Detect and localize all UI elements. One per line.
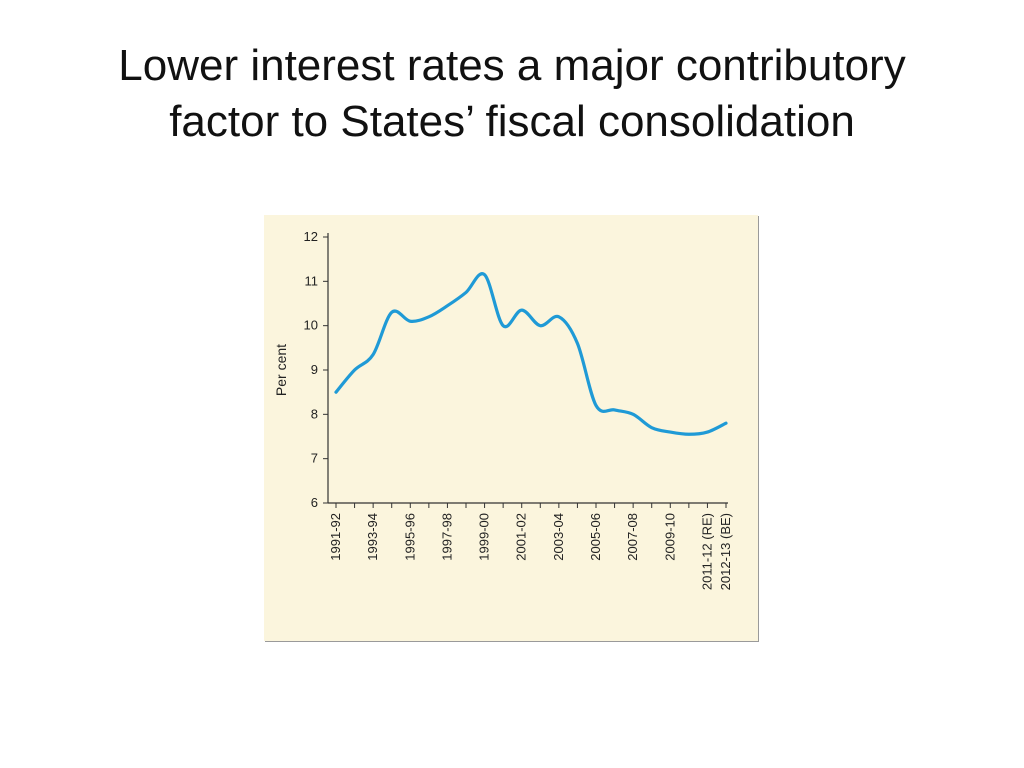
series-line xyxy=(334,272,728,436)
x-tick-label: 1999-00 xyxy=(477,513,492,561)
y-tick-label: 9 xyxy=(311,362,318,377)
y-tick-label: 12 xyxy=(304,229,318,244)
interest-rate-line-chart: Per cent 6 7 8 9 10 11 12 1991-92 1993-94 1995-96… xyxy=(273,229,733,590)
y-tick-label: 6 xyxy=(311,495,318,510)
x-tick-label: 1993-94 xyxy=(365,513,380,561)
y-tick-label: 11 xyxy=(305,273,319,288)
x-tick-label: 2012-13 (BE) xyxy=(718,513,733,590)
slide-title-line-1: Lower interest rates a major contributor… xyxy=(118,41,906,90)
x-tick-label: 2003-04 xyxy=(551,513,566,561)
slide-title-line-2: factor to States’ fiscal consolidation xyxy=(169,97,855,146)
x-tick-label: 1991-92 xyxy=(328,513,343,561)
x-tick-label: 2001-02 xyxy=(514,513,529,561)
y-tick-label: 7 xyxy=(311,451,318,466)
x-tick-label: 2009-10 xyxy=(662,513,677,561)
x-tick-label: 1995-96 xyxy=(402,513,417,561)
chart-panel: Per cent 6 7 8 9 10 11 12 1991-92 1993-94 1995-96… xyxy=(264,215,758,641)
x-tick-label: 2007-08 xyxy=(625,513,640,561)
y-axis-title: Per cent xyxy=(273,344,289,396)
slide-title: Lower interest rates a major contributor… xyxy=(40,38,984,150)
y-tick-label: 10 xyxy=(304,318,318,333)
x-tick-label: 2005-06 xyxy=(588,513,603,561)
x-tick-label: 1997-98 xyxy=(439,513,454,561)
y-tick-label: 8 xyxy=(311,406,318,421)
x-tick-label: 2011-12 (RE) xyxy=(699,513,714,590)
